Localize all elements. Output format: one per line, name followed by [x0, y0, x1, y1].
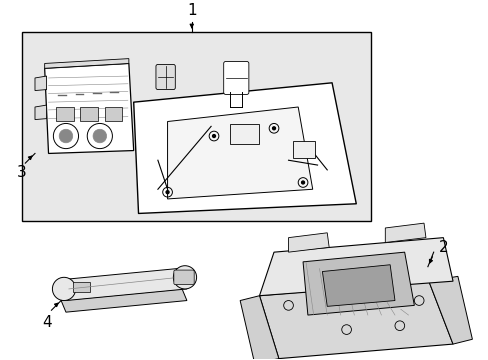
Polygon shape	[240, 296, 278, 360]
Circle shape	[173, 266, 196, 289]
Polygon shape	[44, 63, 133, 153]
Text: 4: 4	[41, 315, 51, 330]
Circle shape	[52, 277, 76, 301]
Polygon shape	[259, 238, 452, 296]
Circle shape	[212, 135, 215, 138]
Circle shape	[272, 127, 275, 130]
Bar	[104, 107, 122, 121]
Bar	[293, 141, 314, 158]
Bar	[81, 107, 98, 121]
Polygon shape	[259, 281, 452, 359]
Polygon shape	[428, 276, 471, 344]
Polygon shape	[322, 265, 394, 306]
Polygon shape	[167, 107, 312, 199]
Polygon shape	[35, 76, 46, 91]
Polygon shape	[288, 233, 328, 252]
Text: 1: 1	[186, 3, 196, 18]
Circle shape	[166, 191, 169, 194]
FancyBboxPatch shape	[223, 62, 248, 94]
Polygon shape	[66, 267, 186, 301]
Text: 2: 2	[438, 240, 447, 255]
Bar	[22, 32, 370, 221]
Bar	[56, 107, 74, 121]
Polygon shape	[303, 252, 413, 315]
Bar	[230, 125, 259, 144]
FancyBboxPatch shape	[156, 64, 175, 90]
Polygon shape	[385, 223, 425, 243]
Circle shape	[301, 181, 304, 184]
Polygon shape	[61, 289, 186, 312]
Polygon shape	[44, 59, 129, 68]
FancyBboxPatch shape	[174, 270, 194, 284]
Polygon shape	[35, 105, 46, 120]
Bar	[73, 282, 90, 292]
Circle shape	[59, 129, 73, 143]
Polygon shape	[133, 83, 356, 213]
Text: 3: 3	[17, 165, 26, 180]
Circle shape	[93, 129, 106, 143]
